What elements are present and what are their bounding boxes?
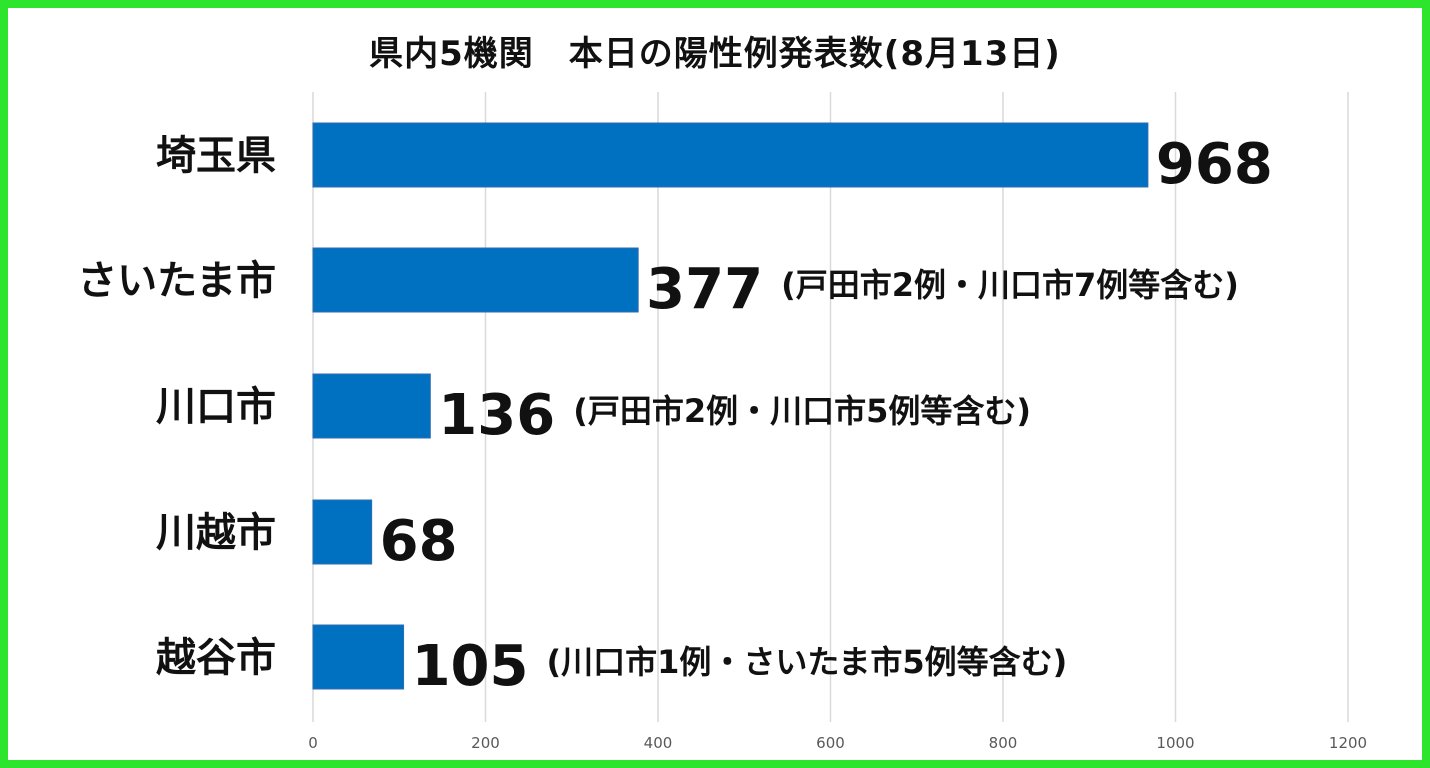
bar [312,247,639,313]
category-label: 川越市 [156,510,276,556]
x-tick-label: 800 [989,734,1018,752]
data-label: 68 [380,509,458,574]
bar [312,499,373,565]
chart-title: 県内5機関 本日の陽性例発表数(8月13日) [369,34,1061,74]
x-tick-label: 0 [308,734,318,752]
category-label: さいたま市 [77,258,276,304]
x-tick-label: 200 [471,734,500,752]
bar [312,122,1149,188]
category-label: 埼玉県 [156,133,276,179]
x-tick-label: 400 [644,734,673,752]
category-label: 川口市 [156,384,276,430]
category-label: 越谷市 [156,635,276,681]
annotation-label: (戸田市2例・川口市7例等含む) [781,266,1239,304]
bar [312,624,405,690]
data-label: 377 [646,257,763,322]
bar [312,373,431,439]
bar-chart: 0 200 400 600 800 1000 1200 埼玉県 968 さいたま市 377 (戸田市2… [77,92,1367,752]
annotation-label: (川口市1例・さいたま市5例等含む) [546,643,1067,681]
x-tick-label: 600 [816,734,845,752]
annotation-label: (戸田市2例・川口市5例等含む) [573,392,1031,430]
data-label: 136 [438,383,555,448]
data-label: 968 [1156,132,1273,197]
x-tick-label: 1000 [1156,734,1194,752]
data-label: 105 [412,634,529,699]
x-tick-label: 1200 [1329,734,1367,752]
